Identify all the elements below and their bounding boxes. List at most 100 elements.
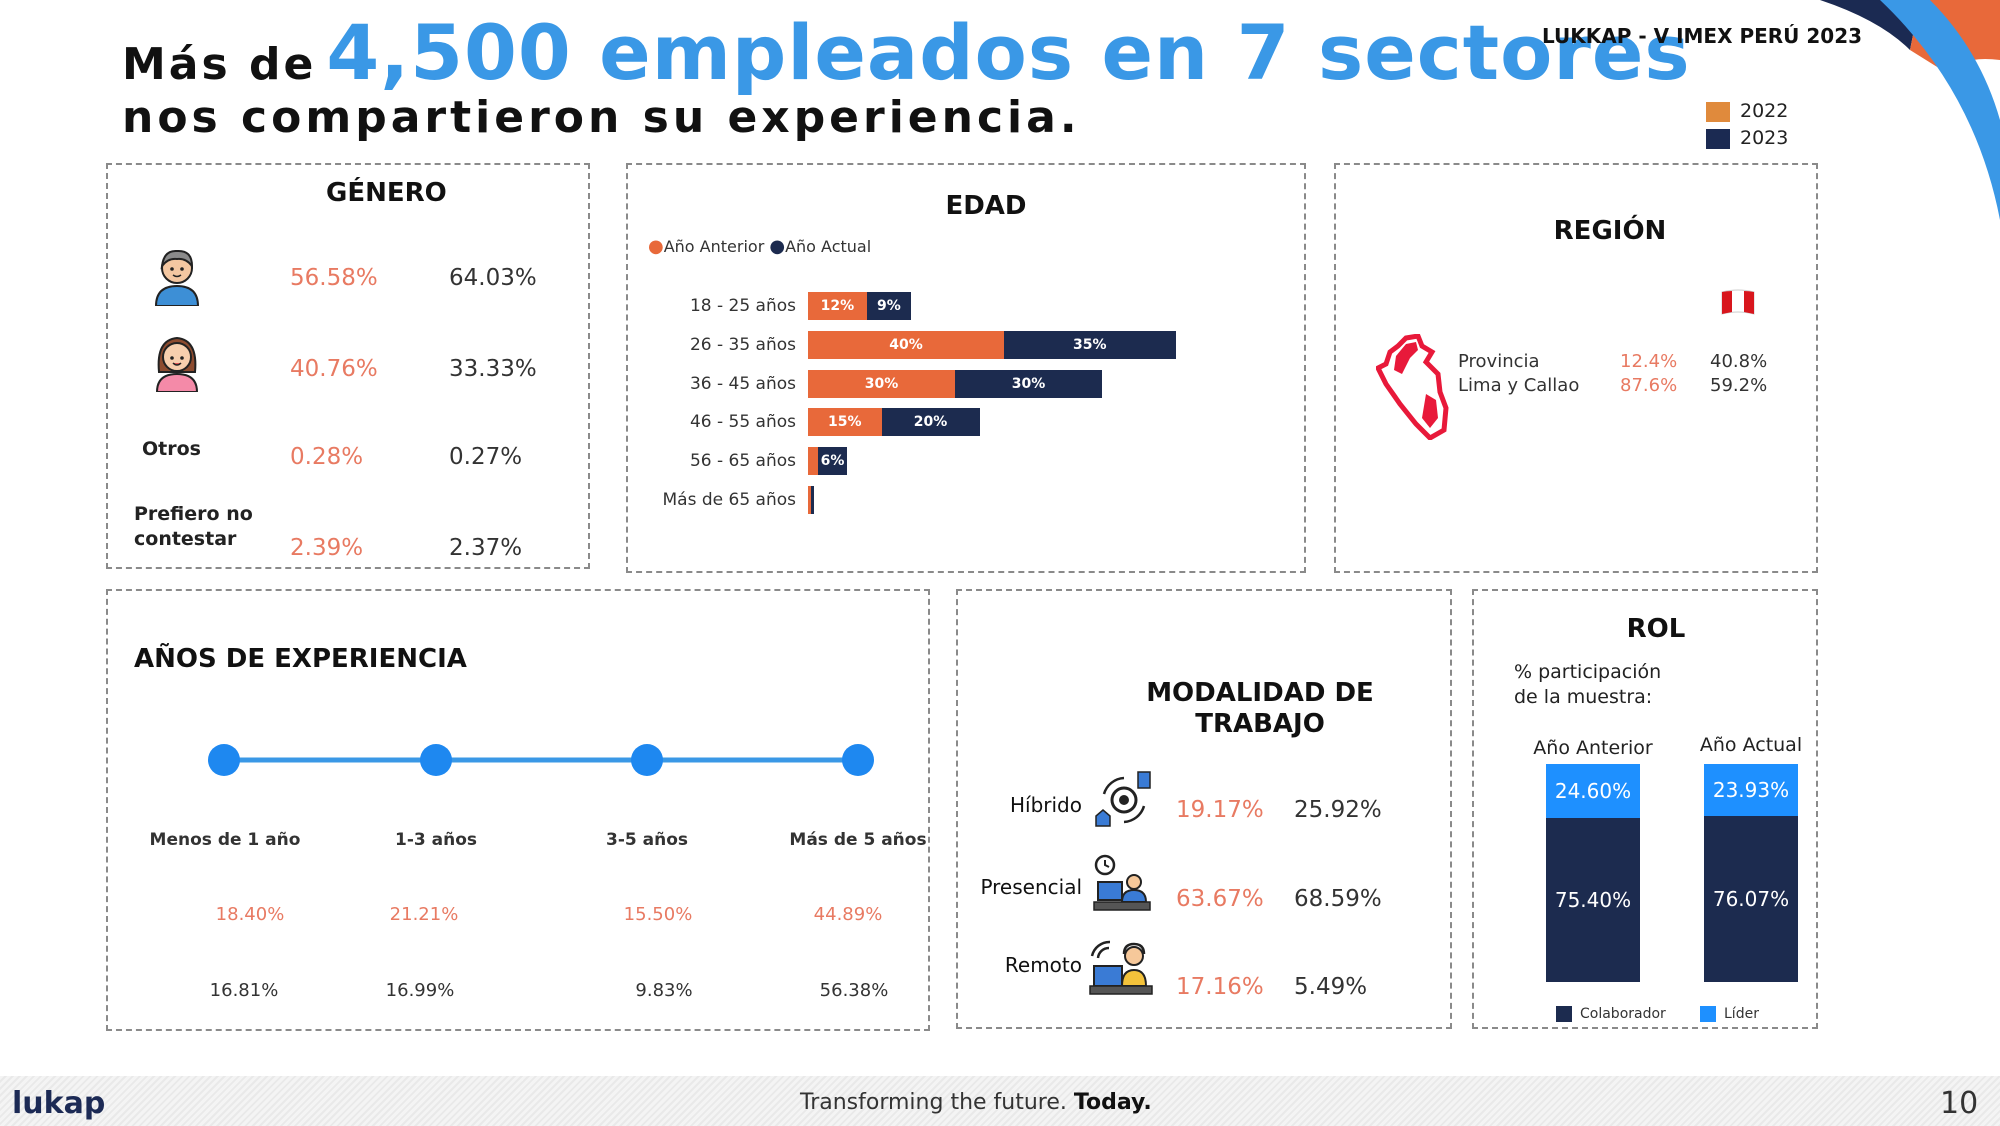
modalidad-curr-3: 5.49%: [1294, 974, 1368, 1000]
remote-work-icon: [1089, 940, 1153, 995]
modalidad-prev-1: 19.17%: [1176, 797, 1264, 823]
edad-title: EDAD: [945, 191, 1027, 221]
footer-tagline: Transforming the future. Today.: [800, 1090, 1152, 1115]
page-subtitle: nos compartieron su experiencia.: [122, 92, 1081, 143]
office-work-icon: [1093, 854, 1151, 911]
modalidad-label-2: Presencial: [980, 875, 1082, 899]
title-prefix: Más de: [122, 39, 317, 90]
rol-title: ROL: [1626, 614, 1686, 644]
edad-bar-curr: 9%: [866, 292, 911, 320]
timeline-dot-1: [208, 744, 240, 776]
title-highlight: 4,500 empleados en 7 sectores: [326, 8, 1691, 97]
modalidad-panel: [956, 589, 1452, 1029]
genero-prev-1: 56.58%: [290, 265, 378, 291]
rol-category-label: Año Actual: [1699, 734, 1803, 756]
exp-curr-2: 16.99%: [385, 980, 455, 1001]
rol-bar-lider: 23.93%: [1704, 764, 1798, 817]
lukap-logo: lukap: [12, 1086, 106, 1121]
edad-category-label: 26 - 35 años: [689, 334, 796, 355]
legend-label-2023: 2023: [1740, 127, 1789, 149]
edad-bar-curr: 30%: [955, 369, 1102, 398]
exp-label-1: Menos de 1 año: [149, 830, 301, 850]
experiencia-panel: [106, 589, 930, 1031]
edad-legend: ●Año Anterior ●Año Actual: [648, 236, 872, 257]
genero-panel: [106, 163, 590, 569]
exp-curr-3: 9.83%: [635, 980, 693, 1001]
region-label-1: Provincia: [1458, 351, 1540, 372]
legend-swatch-2023: [1706, 129, 1730, 149]
modalidad-title-line1: MODALIDAD DE: [1146, 678, 1374, 708]
modalidad-label-3: Remoto: [1004, 953, 1082, 977]
rol-legend-swatch: [1700, 1006, 1716, 1022]
edad-legend-curr: Año Actual: [785, 237, 872, 256]
edad-panel: [626, 163, 1306, 573]
event-label: LUKKAP - V IMEX PERÚ 2023: [1542, 24, 1863, 48]
edad-bar-curr: [811, 486, 814, 514]
edad-category-label: Más de 65 años: [662, 490, 797, 510]
rol-legend-label: Colaborador: [1580, 1006, 1666, 1022]
experiencia-timeline: [208, 744, 874, 776]
page-title: Más de 4,500 empleados en 7 sectores: [122, 8, 1691, 97]
tagline-main: Transforming the future.: [800, 1090, 1067, 1115]
genero-label-prefiero: Prefiero no contestar: [134, 503, 253, 550]
rol-subtitle-line1: % participación: [1514, 661, 1662, 683]
page-number: 10: [1940, 1086, 1979, 1121]
region-panel: [1334, 163, 1818, 573]
edad-category-label: 18 - 25 años: [689, 296, 796, 316]
tagline-bold: Today.: [1073, 1090, 1152, 1115]
edad-legend-prev: Año Anterior: [663, 237, 765, 256]
genero-title: GÉNERO: [326, 178, 447, 208]
genero-curr-4: 2.37%: [449, 535, 523, 561]
region-prev-1: 12.4%: [1620, 351, 1678, 372]
exp-prev-1: 18.40%: [215, 904, 285, 925]
peru-map-icon: [1376, 334, 1449, 440]
region-title: REGIÓN: [1553, 216, 1667, 246]
region-prev-2: 87.6%: [1620, 375, 1678, 396]
rol-category-label: Año Anterior: [1533, 737, 1653, 759]
edad-bar-prev: [808, 447, 818, 476]
genero-curr-2: 33.33%: [449, 356, 537, 382]
exp-curr-1: 16.81%: [209, 980, 279, 1001]
genero-prev-2: 40.76%: [290, 356, 378, 382]
modalidad-title: MODALIDAD DE TRABAJO: [1110, 678, 1410, 740]
edad-bar-curr: 35%: [1004, 330, 1176, 359]
exp-label-4: Más de 5 años: [789, 830, 927, 850]
modalidad-curr-2: 68.59%: [1294, 886, 1382, 912]
modalidad-prev-2: 63.67%: [1176, 886, 1264, 912]
edad-bar-prev: [808, 486, 811, 514]
timeline-dot-4: [842, 744, 874, 776]
modalidad-title-line2: TRABAJO: [1195, 709, 1325, 739]
rol-bar-lider: 24.60%: [1546, 764, 1640, 818]
rol-panel: [1472, 589, 1818, 1029]
experiencia-title: AÑOS DE EXPERIENCIA: [134, 644, 467, 674]
rol-legend-label: Líder: [1724, 1006, 1759, 1022]
region-curr-2: 59.2%: [1710, 375, 1768, 396]
male-avatar-icon: [154, 249, 200, 306]
modalidad-label-1: Híbrido: [1009, 793, 1082, 817]
female-avatar-icon: [155, 336, 199, 392]
edad-bar-prev: 30%: [808, 369, 955, 398]
legend-label-2022: 2022: [1740, 100, 1789, 122]
genero-prev-4: 2.39%: [290, 535, 364, 561]
rol-bar-colaborador: 75.40%: [1546, 817, 1640, 982]
footer-bar: [0, 1076, 2000, 1126]
edad-bar-curr: 20%: [881, 408, 980, 437]
corner-decoration: [1820, 0, 2000, 220]
exp-prev-3: 15.50%: [623, 904, 693, 925]
edad-category-label: 46 - 55 años: [689, 412, 796, 433]
peru-flag-icon: [1721, 289, 1755, 315]
exp-prev-4: 44.89%: [813, 904, 883, 925]
exp-label-2: 1-3 años: [394, 830, 477, 850]
genero-curr-1: 64.03%: [449, 265, 537, 291]
rol-subtitle: % participación de la muestra:: [1514, 660, 1661, 710]
rol-subtitle-line2: de la muestra:: [1514, 686, 1653, 708]
genero-curr-3: 0.27%: [449, 444, 523, 470]
edad-category-label: 56 - 65 años: [689, 451, 796, 472]
timeline-dot-3: [631, 744, 663, 776]
edad-bar-prev: 15%: [808, 408, 882, 437]
edad-bar-prev: 40%: [808, 330, 1004, 359]
legend-swatch-2022: [1706, 102, 1730, 122]
genero-prev-3: 0.28%: [290, 444, 364, 470]
region-label-2: Lima y Callao: [1458, 375, 1580, 396]
modalidad-curr-1: 25.92%: [1294, 797, 1382, 823]
